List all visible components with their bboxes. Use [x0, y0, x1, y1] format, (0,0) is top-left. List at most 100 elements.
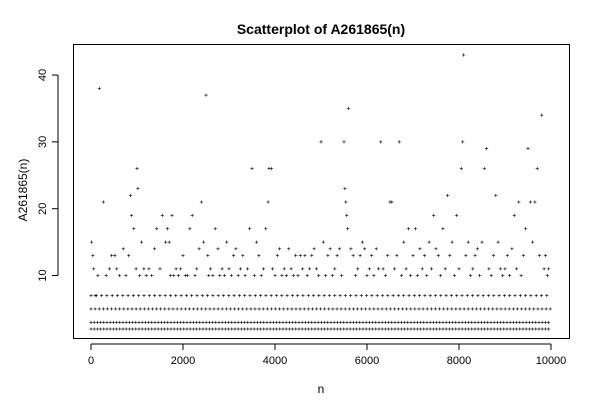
data-point [524, 227, 528, 231]
data-point [526, 146, 530, 151]
data-point [383, 273, 387, 278]
data-point [459, 167, 463, 171]
data-point [462, 53, 466, 57]
data-point [252, 273, 256, 278]
data-point [303, 253, 307, 258]
data-point [416, 273, 420, 278]
data-point [337, 247, 341, 251]
data-point [319, 140, 323, 144]
data-point [351, 253, 355, 258]
data-point [211, 273, 215, 278]
data-point [298, 253, 302, 258]
data-point [335, 253, 339, 258]
data-point [452, 273, 456, 278]
data-point [278, 247, 282, 251]
data-point [179, 267, 183, 271]
y-axis: 10 20 30 40 [37, 69, 59, 282]
data-point [234, 247, 238, 251]
data-point [181, 253, 185, 258]
data-point [255, 240, 259, 244]
data-point [220, 267, 224, 271]
data-point [110, 253, 114, 258]
data-point [314, 267, 318, 271]
data-point [101, 200, 106, 204]
data-point [475, 247, 479, 251]
data-point [487, 267, 491, 271]
data-point [349, 247, 353, 251]
data-point [358, 253, 362, 258]
data-point [537, 253, 542, 258]
data-point [206, 253, 210, 258]
data-point [455, 213, 459, 217]
data-point [291, 273, 295, 278]
data-point [144, 273, 148, 278]
data-point [321, 240, 325, 244]
dense-band-7 [89, 293, 549, 298]
data-point [92, 267, 96, 271]
data-point [370, 253, 374, 258]
data-point [232, 253, 236, 258]
data-point [439, 273, 443, 278]
data-point [197, 247, 201, 251]
data-point [241, 253, 245, 258]
data-point [245, 267, 249, 271]
data-point [533, 200, 537, 204]
data-point [150, 273, 154, 278]
data-point [482, 167, 486, 171]
data-point [168, 273, 173, 278]
data-point [478, 273, 482, 278]
data-point [301, 267, 305, 271]
data-point [152, 247, 157, 251]
x-tick-label: 2000 [171, 355, 195, 367]
data-point [129, 213, 134, 217]
x-tick-label: 4000 [263, 355, 287, 367]
data-point [406, 227, 410, 231]
data-point [464, 253, 468, 258]
data-point [127, 253, 131, 258]
data-point [508, 273, 512, 278]
data-point [195, 267, 199, 271]
data-point [498, 267, 502, 271]
data-point [96, 273, 100, 278]
data-points [89, 53, 552, 331]
data-point [531, 240, 535, 244]
data-point [397, 140, 401, 144]
data-point [307, 267, 312, 271]
data-point [167, 240, 171, 244]
data-point [468, 273, 473, 278]
data-point [155, 227, 159, 231]
data-point [136, 187, 140, 191]
data-point [413, 227, 417, 231]
x-tick-label: 10000 [536, 355, 567, 367]
data-point [305, 273, 309, 278]
data-point [345, 213, 349, 217]
data-point [480, 240, 484, 244]
data-point [402, 240, 406, 244]
data-point [193, 273, 197, 278]
data-point [165, 227, 169, 231]
data-point [517, 200, 521, 204]
data-point [273, 273, 277, 278]
data-point [427, 240, 431, 244]
data-point [343, 187, 347, 191]
y-tick-label: 10 [37, 269, 49, 281]
data-point [93, 293, 97, 298]
data-point [172, 273, 176, 278]
data-point [158, 267, 162, 271]
data-point [310, 253, 314, 258]
data-point [188, 227, 192, 231]
data-point [190, 213, 194, 217]
data-point [510, 247, 514, 251]
data-point [376, 267, 381, 271]
data-point [545, 273, 549, 278]
data-point [363, 247, 367, 251]
chart-title: Scatterplot of A261865(n) [237, 21, 405, 37]
data-point [266, 200, 270, 204]
data-point [271, 267, 275, 271]
data-point [142, 267, 146, 271]
data-point [236, 273, 240, 278]
data-point [466, 240, 470, 244]
data-point [312, 247, 316, 251]
data-point [399, 273, 404, 278]
data-point [353, 273, 358, 278]
